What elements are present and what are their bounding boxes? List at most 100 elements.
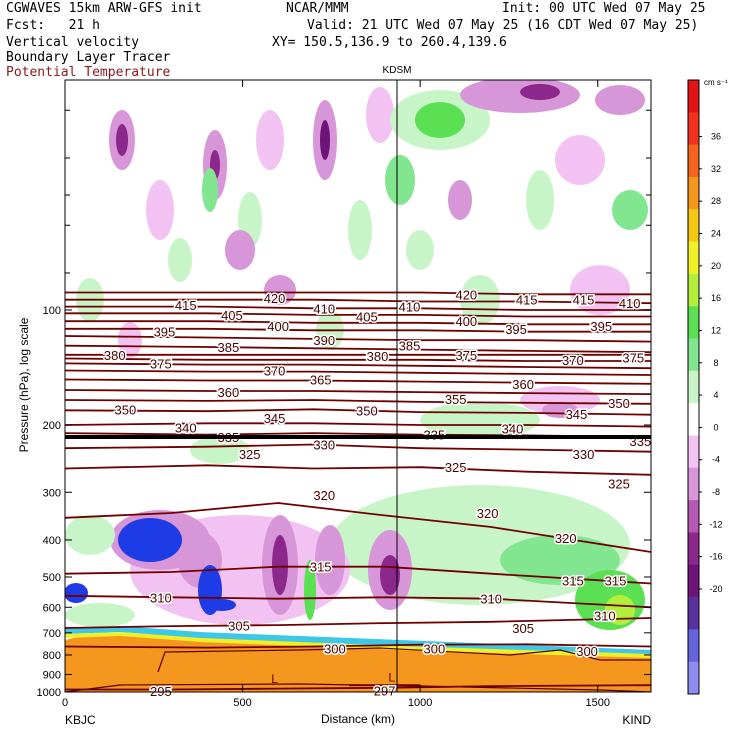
theta-contour-340 — [65, 422, 651, 428]
colorbar-swatch — [688, 80, 699, 113]
colorbar-swatch — [688, 112, 699, 146]
valid-time: Valid: 21 UTC Wed 07 May 25 (16 CDT Wed … — [307, 18, 699, 33]
theta-label-305: 305 — [228, 619, 250, 634]
colorbar-swatch — [688, 370, 699, 404]
y-tick-label: 400 — [43, 535, 61, 547]
colorbar-label: 28 — [711, 196, 721, 206]
theta-label-405: 405 — [221, 308, 243, 323]
y-tick-label: 500 — [43, 572, 61, 584]
colorbar-label: 16 — [711, 293, 721, 303]
colorbar-swatch — [688, 241, 699, 275]
theta-contour-320 — [65, 502, 651, 553]
colorbar: 36 32 28 24 20 16 12 8 4 0 -4 -8 -12 -16 -20 — [687, 79, 723, 695]
colorbar-swatch — [688, 532, 699, 566]
theta-label-320: 320 — [313, 488, 335, 503]
org-name: NCAR/MMM — [286, 1, 349, 16]
theta-label-410: 410 — [619, 296, 641, 311]
colorbar-swatch — [688, 597, 699, 630]
theta-contour-355 — [65, 389, 651, 395]
theta-label-315: 315 — [605, 573, 627, 588]
theta-label-350: 350 — [608, 396, 630, 411]
theta-label-415: 415 — [175, 298, 197, 313]
colorbar-swatch — [688, 435, 699, 469]
theta-label-410: 410 — [313, 301, 335, 316]
theta-label-340: 340 — [502, 421, 524, 436]
theta-contour-345 — [65, 408, 651, 416]
site-label-top: KDSM — [383, 65, 412, 76]
theta-label-385: 385 — [399, 339, 421, 354]
colorbar-label: -16 — [709, 552, 722, 562]
theta-label-325: 325 — [445, 460, 467, 475]
theta-contour-420 — [65, 291, 651, 296]
theta-label-297: 297 — [374, 683, 396, 698]
colorbar-label: 8 — [713, 358, 718, 368]
theta-contour-305 — [65, 617, 651, 629]
x-axis-label: Distance (km) — [321, 712, 395, 726]
colorbar-label: -4 — [712, 455, 720, 465]
theta-label-400: 400 — [455, 314, 477, 329]
endpoint-right: KIND — [622, 713, 651, 727]
theta-label-370: 370 — [264, 363, 286, 378]
theta-contour-400 — [65, 320, 651, 326]
forecast-hour: Fcst: 21 h — [6, 18, 100, 33]
field-boundary-layer-tracer: Boundary Layer Tracer — [6, 50, 171, 65]
theta-label-350: 350 — [356, 403, 378, 418]
theta-label-340: 340 — [175, 420, 197, 435]
theta-label-370: 370 — [562, 353, 584, 368]
theta-label-405: 405 — [356, 309, 378, 324]
theta-label-420: 420 — [455, 287, 477, 302]
colorbar-swatch — [688, 403, 699, 436]
colorbar-swatch — [688, 209, 699, 243]
theta-contour-315 — [65, 565, 651, 585]
low-marker: L — [271, 672, 278, 686]
colorbar-label: 4 — [713, 390, 718, 400]
theta-contour-360 — [65, 378, 651, 385]
theta-contour-365 — [65, 369, 651, 376]
theta-label-390: 390 — [313, 333, 335, 348]
x-tick-label: 1500 — [585, 697, 609, 709]
colorbar-label: -12 — [709, 519, 722, 529]
theta-contour-325 — [65, 464, 651, 476]
theta-label-345: 345 — [264, 411, 286, 426]
theta-contour-300 — [65, 643, 651, 649]
colorbar-swatch — [688, 306, 699, 340]
theta-label-410: 410 — [399, 300, 421, 315]
theta-label-395: 395 — [154, 325, 176, 340]
theta-label-355: 355 — [445, 392, 467, 407]
theta-contour-390 — [65, 335, 651, 343]
theta-label-300: 300 — [576, 644, 598, 659]
x-tick-label: 1000 — [408, 697, 432, 709]
theta-label-315: 315 — [562, 573, 584, 588]
theta-contour-405 — [65, 312, 651, 318]
colorbar-label: 36 — [711, 132, 721, 142]
colorbar-swatch — [688, 338, 699, 372]
theta-contour-330 — [65, 443, 651, 453]
y-tick-label: 200 — [43, 420, 61, 432]
theta-label-395: 395 — [590, 319, 612, 334]
field-potential-temperature: Potential Temperature — [6, 65, 171, 80]
colorbar-unit: cm s⁻¹ — [704, 78, 728, 87]
theta-label-325: 325 — [608, 477, 630, 492]
theta-label-395: 395 — [505, 322, 527, 337]
theta-label-415: 415 — [573, 293, 595, 308]
theta-label-345: 345 — [566, 407, 588, 422]
theta-label-330: 330 — [573, 447, 595, 462]
colorbar-label: 12 — [711, 325, 721, 335]
theta-label-310: 310 — [594, 608, 616, 623]
vertical-velocity-shading — [65, 80, 651, 692]
theta-contour-375 — [65, 357, 651, 362]
colorbar-swatch — [688, 176, 699, 210]
field-vertical-velocity: Vertical velocity — [6, 35, 140, 50]
theta-label-310: 310 — [150, 590, 172, 605]
theta-label-305: 305 — [512, 621, 534, 636]
theta-label-360: 360 — [512, 377, 534, 392]
theta-label-310: 310 — [480, 592, 502, 607]
theta-label-300: 300 — [324, 642, 346, 657]
y-tick-label: 900 — [43, 670, 61, 682]
model-name: CGWAVES 15km ARW-GFS init — [6, 1, 202, 16]
theta-label-385: 385 — [218, 340, 240, 355]
y-tick-label: 300 — [43, 487, 61, 499]
init-time: Init: 00 UTC Wed 07 May 25 — [502, 1, 706, 16]
